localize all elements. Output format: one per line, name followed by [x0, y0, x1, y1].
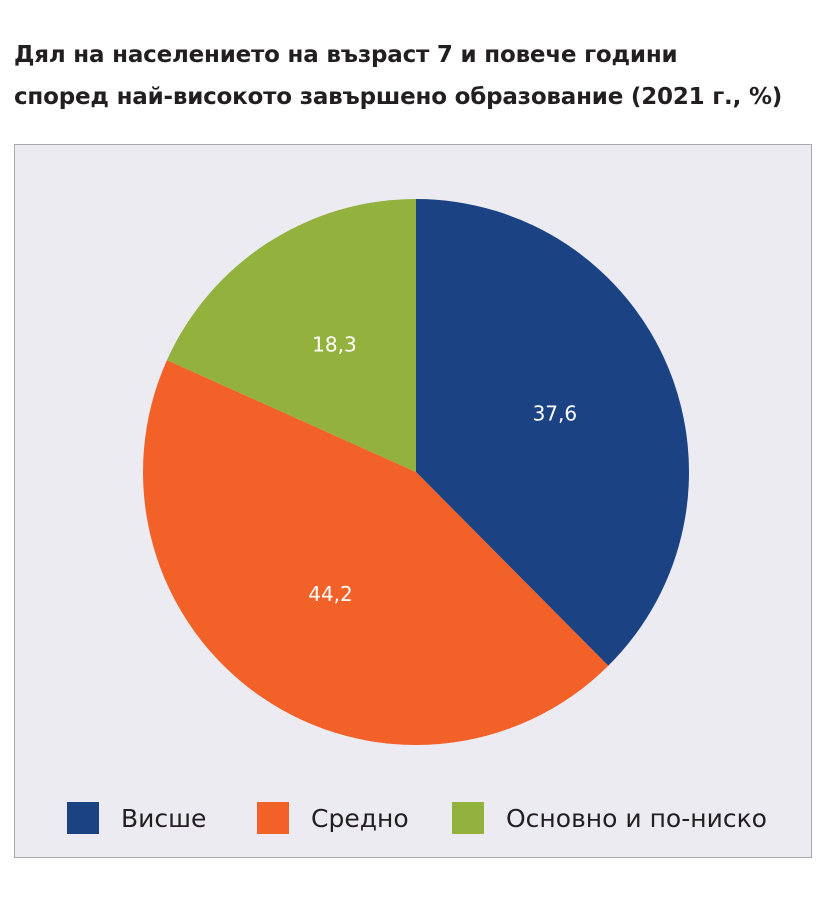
legend-item-osnovno: Основно и по-ниско	[452, 801, 767, 835]
legend-swatch-sredno	[257, 802, 289, 834]
legend-swatch-vishe	[67, 802, 99, 834]
chart-panel: 37,6 44,2 18,3 Висше Средно Основно и по-н…	[14, 144, 812, 858]
legend-swatch-osnovno	[452, 802, 484, 834]
pie-slice-vishe	[416, 199, 689, 666]
chart-title-line-1: Дял на населението на възраст 7 и повече…	[14, 42, 678, 68]
pie-slice-osnovno	[166, 199, 416, 472]
slice-label-vishe: 37,6	[533, 401, 578, 425]
slice-label-sredno: 44,2	[308, 582, 353, 606]
legend-label-vishe: Висше	[121, 803, 207, 833]
pie-slice-sredno	[143, 360, 609, 745]
legend-label-sredno: Средно	[311, 803, 409, 833]
legend-label-osnovno: Основно и по-ниско	[506, 803, 767, 833]
legend-item-vishe: Висше	[67, 801, 206, 835]
slice-label-osnovno: 18,3	[312, 332, 357, 356]
legend-item-sredno: Средно	[257, 801, 409, 835]
chart-title-line-2: според най-високото завършено образовани…	[14, 84, 783, 110]
pie-chart: 37,6 44,2 18,3	[143, 199, 689, 745]
chart-title: Дял на населението на възраст 7 и повече…	[14, 34, 814, 118]
